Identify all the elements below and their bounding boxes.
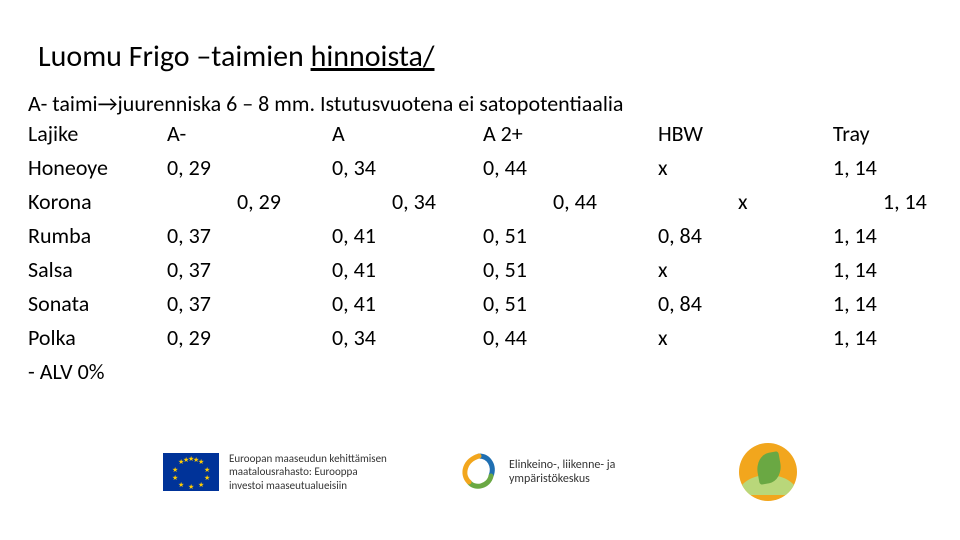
slide: Luomu Frigo –taimien hinnoista/ A- taimi… (0, 0, 960, 540)
cell: 0, 41 (332, 288, 478, 320)
col-a-minus: A- (167, 118, 327, 150)
cell: 0, 51 (483, 220, 653, 252)
cell: 0, 29 (167, 322, 327, 354)
cell: 0, 84 (658, 288, 828, 320)
col-hbw: HBW (658, 118, 828, 150)
cell: 0, 41 (332, 254, 478, 286)
cell: Salsa (28, 254, 162, 286)
cell: 0, 34 (332, 186, 478, 218)
cell: - ALV 0% (28, 356, 162, 388)
table-header-row: Lajike A- A A 2+ HBW Tray (28, 118, 923, 152)
cell: 0, 29 (167, 152, 327, 184)
cell: 0, 44 (483, 186, 653, 218)
cell: 1, 14 (833, 152, 923, 184)
col-tray: Tray (833, 118, 923, 150)
footer-logos: ★ ★ ★ ★ ★ ★ ★ ★ ★ ★ ★ ★ Euroopan maaseud… (0, 432, 960, 512)
cell: 0, 51 (483, 254, 653, 286)
cell: 1, 14 (833, 186, 923, 218)
cell: x (658, 254, 828, 286)
table-row: Korona 0, 29 0, 34 0, 44 x 1, 14 (28, 186, 923, 220)
cell: 0, 51 (483, 288, 653, 320)
ely-logo-text: Elinkeino-, liikenne- ja ympäristökeskus (509, 458, 669, 487)
cell: x (658, 322, 828, 354)
table-row: Honeoye 0, 29 0, 34 0, 44 x 1, 14 (28, 152, 923, 186)
cell: 0, 34 (332, 322, 478, 354)
cell: 0, 37 (167, 220, 327, 252)
cell: 1, 14 (833, 288, 923, 320)
ely-logo: Elinkeino-, liikenne- ja ympäristökeskus (459, 452, 669, 492)
col-a2plus: A 2+ (483, 118, 653, 150)
cell: 0, 37 (167, 254, 327, 286)
cell: 0, 41 (332, 220, 478, 252)
cell: 0, 44 (483, 322, 653, 354)
page-title: Luomu Frigo –taimien hinnoista/ (38, 40, 434, 73)
cell: 0, 29 (167, 186, 327, 218)
cell: x (658, 186, 828, 218)
cell: 1, 14 (833, 322, 923, 354)
maaseutu-logo-icon (739, 443, 797, 501)
eu-logo: ★ ★ ★ ★ ★ ★ ★ ★ ★ ★ ★ ★ Euroopan maaseud… (163, 452, 389, 492)
cell: 0, 44 (483, 152, 653, 184)
col-lajike: Lajike (28, 118, 162, 150)
cell: Rumba (28, 220, 162, 252)
title-underlined: hinnoista/ (311, 38, 435, 75)
ely-icon (459, 452, 499, 492)
price-table: Lajike A- A A 2+ HBW Tray Honeoye 0, 29 … (28, 118, 923, 390)
cell: Polka (28, 322, 162, 354)
cell: Honeoye (28, 152, 162, 184)
cell: 0, 84 (658, 220, 828, 252)
eu-logo-text: Euroopan maaseudun kehittämisen maatalou… (229, 452, 389, 492)
table-row: Salsa 0, 37 0, 41 0, 51 x 1, 14 (28, 254, 923, 288)
cell: 1, 14 (833, 254, 923, 286)
table-row: Rumba 0, 37 0, 41 0, 51 0, 84 1, 14 (28, 220, 923, 254)
table-row: Polka 0, 29 0, 34 0, 44 x 1, 14 (28, 322, 923, 356)
col-a: A (332, 118, 478, 150)
cell: Sonata (28, 288, 162, 320)
table-row: Sonata 0, 37 0, 41 0, 51 0, 84 1, 14 (28, 288, 923, 322)
cell: Korona (28, 186, 162, 218)
cell: 1, 14 (833, 220, 923, 252)
cell: 0, 34 (332, 152, 478, 184)
subtitle: A- taimi→juurenniska 6 – 8 mm. Istutusvu… (28, 90, 623, 117)
table-row: - ALV 0% (28, 356, 923, 390)
eu-flag-icon: ★ ★ ★ ★ ★ ★ ★ ★ ★ ★ ★ ★ (163, 453, 219, 491)
cell: 0, 37 (167, 288, 327, 320)
title-prefix: Luomu Frigo –taimien (38, 38, 311, 75)
cell: x (658, 152, 828, 184)
